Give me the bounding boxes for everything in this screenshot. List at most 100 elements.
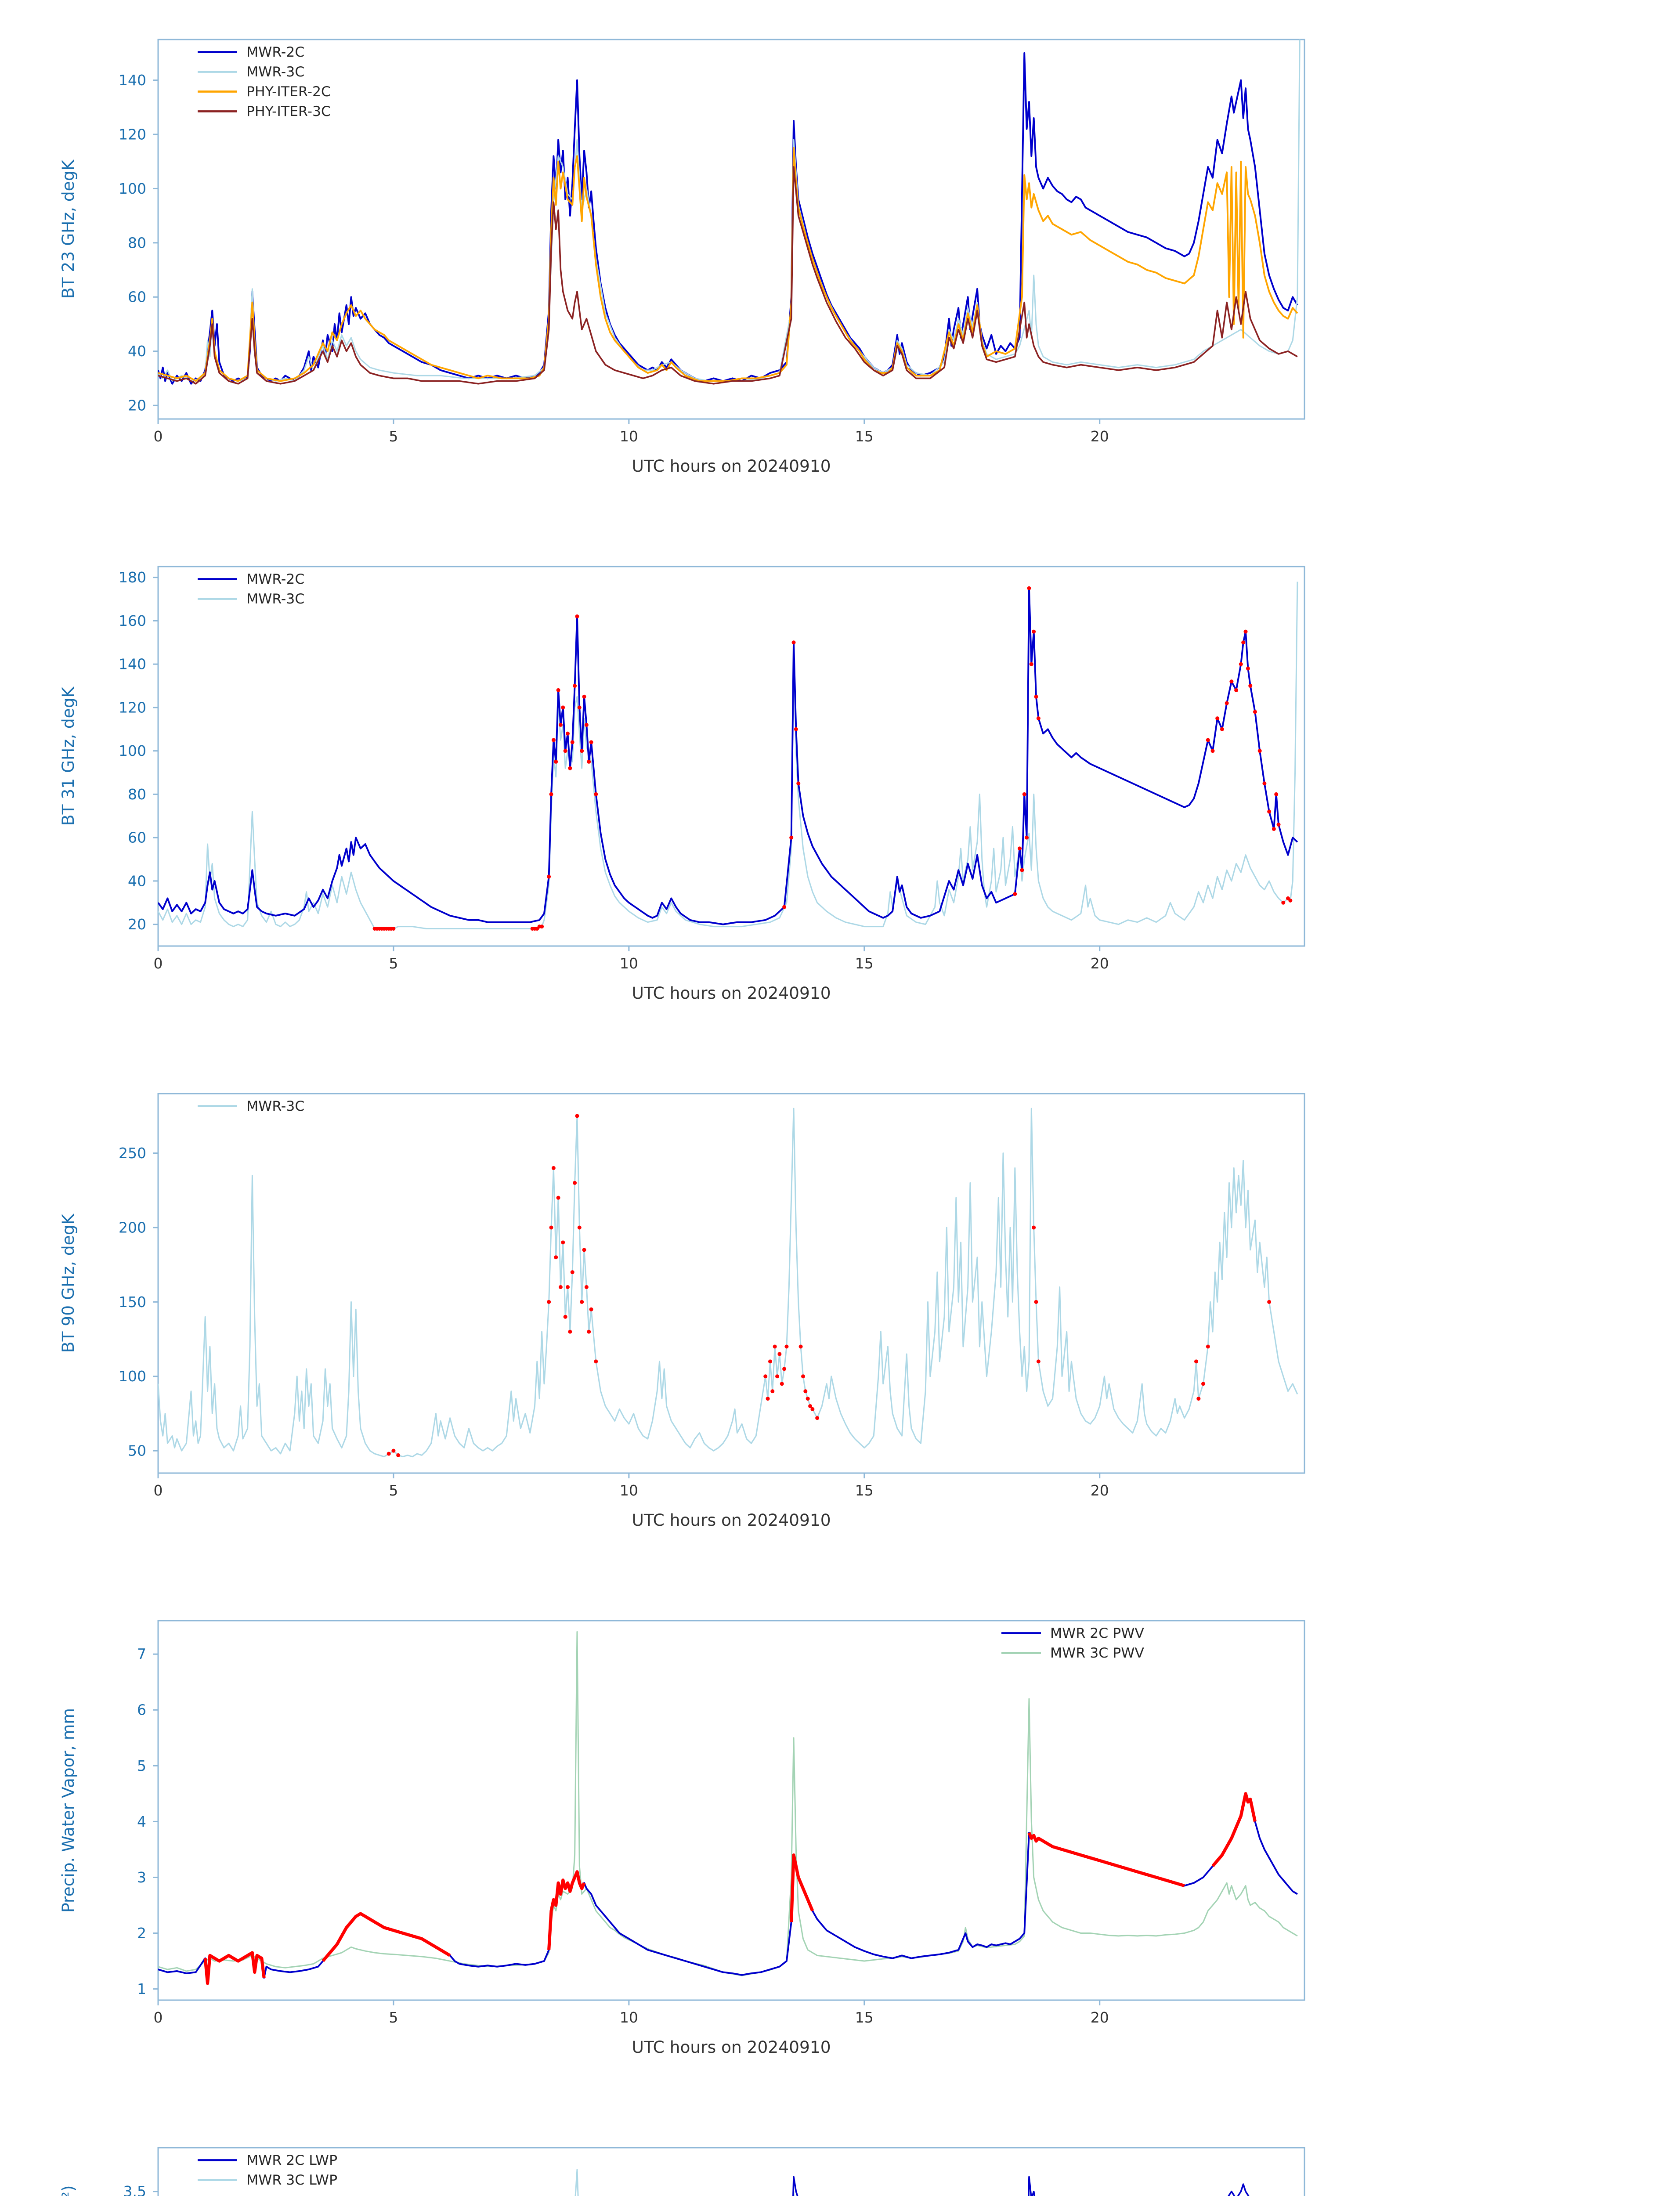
- flagged-point-MWR-3C: [580, 1300, 584, 1304]
- flagged-point-MWR-3C: [1196, 1397, 1201, 1401]
- flagged-point-MWR-2C: [1246, 666, 1250, 671]
- flagged-point-MWR-3C: [1201, 1382, 1206, 1386]
- flagged-point-MWR-2C: [587, 759, 591, 764]
- x-axis-label: UTC hours on 20240910: [632, 2037, 831, 2057]
- flagged-point-MWR-2C: [1032, 629, 1036, 634]
- flagged-point-MWR-2C: [547, 874, 551, 879]
- legend-entry-MWR-2C: MWR-2C: [198, 571, 304, 587]
- flagged-point-MWR-2C: [791, 640, 796, 645]
- y-tick-label: 60: [128, 829, 146, 846]
- flagged-point-MWR-2C: [1025, 835, 1029, 840]
- y-tick-label: 4: [137, 1813, 146, 1830]
- flagged-point-MWR-2C: [1220, 727, 1224, 731]
- flagged-point-MWR-2C: [549, 792, 553, 796]
- x-tick-label: 20: [1091, 428, 1109, 445]
- y-tick-label: 20: [128, 397, 146, 414]
- x-axis: 0 5 10 15 20 UTC hours on 20240910: [154, 419, 1109, 476]
- x-tick-label: 15: [855, 1482, 874, 1499]
- flagged-point-MWR-2C: [589, 740, 593, 744]
- flagged-point-MWR-2C: [594, 792, 598, 796]
- flagged-point-MWR-2C: [575, 614, 579, 619]
- flagged-segment-MWR 2C PWV: [790, 1853, 814, 1922]
- flagged-point-MWR-2C: [1274, 792, 1279, 796]
- legend: MWR 2C LWP MWR 3C LWP: [198, 2153, 337, 2188]
- y-axis-label: BT 90 GHz, degK: [58, 1213, 78, 1353]
- flagged-point-MWR-3C: [808, 1404, 813, 1409]
- series-group: [158, 1631, 1298, 1984]
- y-tick-label: 5: [137, 1757, 146, 1774]
- x-axis: 0 5 10 15 20 UTC hours on 20240910: [154, 1473, 1109, 1530]
- y-tick-label: 180: [119, 569, 146, 586]
- chart-svg-bt23: 0 5 10 15 20 UTC hours on 20240910 20 40 60 80 100…: [58, 39, 1305, 476]
- x-tick-label: 5: [389, 1482, 398, 1499]
- legend-entry-MWR-2C: MWR-2C: [198, 44, 304, 60]
- flagged-point-MWR-3C: [1206, 1344, 1210, 1349]
- flagged-point-MWR-2C: [1029, 662, 1033, 666]
- flagged-point-MWR-3C: [1267, 1300, 1272, 1304]
- series-line-MWR-3C: [158, 1108, 1298, 1458]
- flagged-point-MWR-2C: [561, 705, 565, 710]
- chart-bt-31ghz: 0 5 10 15 20 UTC hours on 20240910 20 40 60 80 100…: [0, 527, 1680, 1054]
- y-tick-label: 200: [119, 1219, 146, 1236]
- y-tick-label: 3.5: [123, 2183, 146, 2196]
- x-tick-label: 0: [154, 428, 163, 445]
- flagged-point-MWR-2C: [1210, 749, 1215, 753]
- legend-label: MWR-3C: [246, 1098, 304, 1114]
- y-axis: 1.522.533.5log10 Liquid Water Path, log1…: [58, 2183, 158, 2196]
- flagged-point-MWR-2C: [1276, 823, 1281, 827]
- flagged-point-MWR-3C: [549, 1225, 553, 1230]
- flagged-point-MWR-2C: [1239, 662, 1243, 666]
- plot-box: [157, 1093, 1305, 1474]
- flagged-point-MWR-2C: [1018, 846, 1022, 851]
- legend: MWR-2C MWR-3C PHY-ITER-2C PHY-ITER-3C: [198, 44, 331, 119]
- flagged-point-MWR-3C: [582, 1248, 586, 1252]
- y-tick-label: 100: [119, 180, 146, 197]
- legend: MWR-2C MWR-3C: [198, 571, 304, 607]
- flagged-point-MWR-3C: [775, 1374, 780, 1379]
- series-line-MWR 3C PWV: [158, 1631, 1298, 1976]
- flagged-point-MWR-2C: [580, 749, 584, 753]
- legend-entry-MWR 2C PWV: MWR 2C PWV: [1001, 1625, 1144, 1641]
- y-tick-label: 140: [119, 72, 146, 89]
- flagged-point-MWR-3C: [766, 1397, 770, 1401]
- flagged-point-MWR-2C: [1248, 684, 1253, 688]
- flagged-point-MWR-3C: [780, 1382, 784, 1386]
- x-tick-label: 20: [1091, 2009, 1109, 2026]
- x-axis: 0 5 10 15 20 UTC hours on 20240910: [154, 2000, 1109, 2057]
- flagged-point-MWR-3C: [391, 926, 396, 931]
- flagged-point-MWR-2C: [568, 766, 572, 770]
- flagged-segment-MWR 2C PWV: [203, 1951, 266, 1985]
- y-tick-label: 120: [119, 699, 146, 716]
- flagged-point-MWR-2C: [1243, 629, 1248, 634]
- legend-entry-PHY-ITER-2C: PHY-ITER-2C: [198, 84, 331, 100]
- series-group: [158, 582, 1298, 929]
- x-tick-label: 5: [389, 2009, 398, 2026]
- y-tick-label: 250: [119, 1145, 146, 1162]
- flagged-point-MWR-2C: [1267, 809, 1272, 814]
- y-axis-label: BT 23 GHz, degK: [58, 159, 78, 299]
- flagged-point-MWR-3C: [561, 1240, 565, 1245]
- y-tick-label: 6: [137, 1701, 146, 1719]
- x-tick-label: 20: [1091, 1482, 1109, 1499]
- flagged-points-group: [387, 1114, 1272, 1457]
- plot-box: [157, 39, 1305, 420]
- flagged-point-MWR-2C: [558, 722, 563, 727]
- flagged-point-MWR-2C: [577, 705, 582, 710]
- x-tick-label: 10: [620, 2009, 638, 2026]
- flagged-point-MWR-2C: [1234, 688, 1239, 692]
- y-tick-label: 50: [128, 1442, 146, 1459]
- flagged-point-MWR-2C: [573, 684, 577, 688]
- chart-bt-23ghz: 0 5 10 15 20 UTC hours on 20240910 20 40 60 80 100…: [0, 0, 1680, 527]
- flagged-point-MWR-2C: [570, 740, 574, 744]
- flagged-point-MWR-3C: [587, 1329, 591, 1334]
- chart-svg-bt90: 0 5 10 15 20 UTC hours on 20240910 50 100 150 200…: [58, 1093, 1305, 1530]
- y-tick-label: 80: [128, 786, 146, 803]
- y-axis-label: BT 31 GHz, degK: [58, 686, 78, 826]
- flagged-point-MWR-2C: [1272, 827, 1276, 831]
- x-axis-label: UTC hours on 20240910: [632, 1510, 831, 1530]
- flagged-point-MWR-2C: [1241, 640, 1246, 645]
- legend-entry-MWR-3C: MWR-3C: [198, 64, 304, 80]
- flagged-point-MWR-3C: [1032, 1225, 1036, 1230]
- flagged-point-MWR-3C: [391, 1448, 396, 1453]
